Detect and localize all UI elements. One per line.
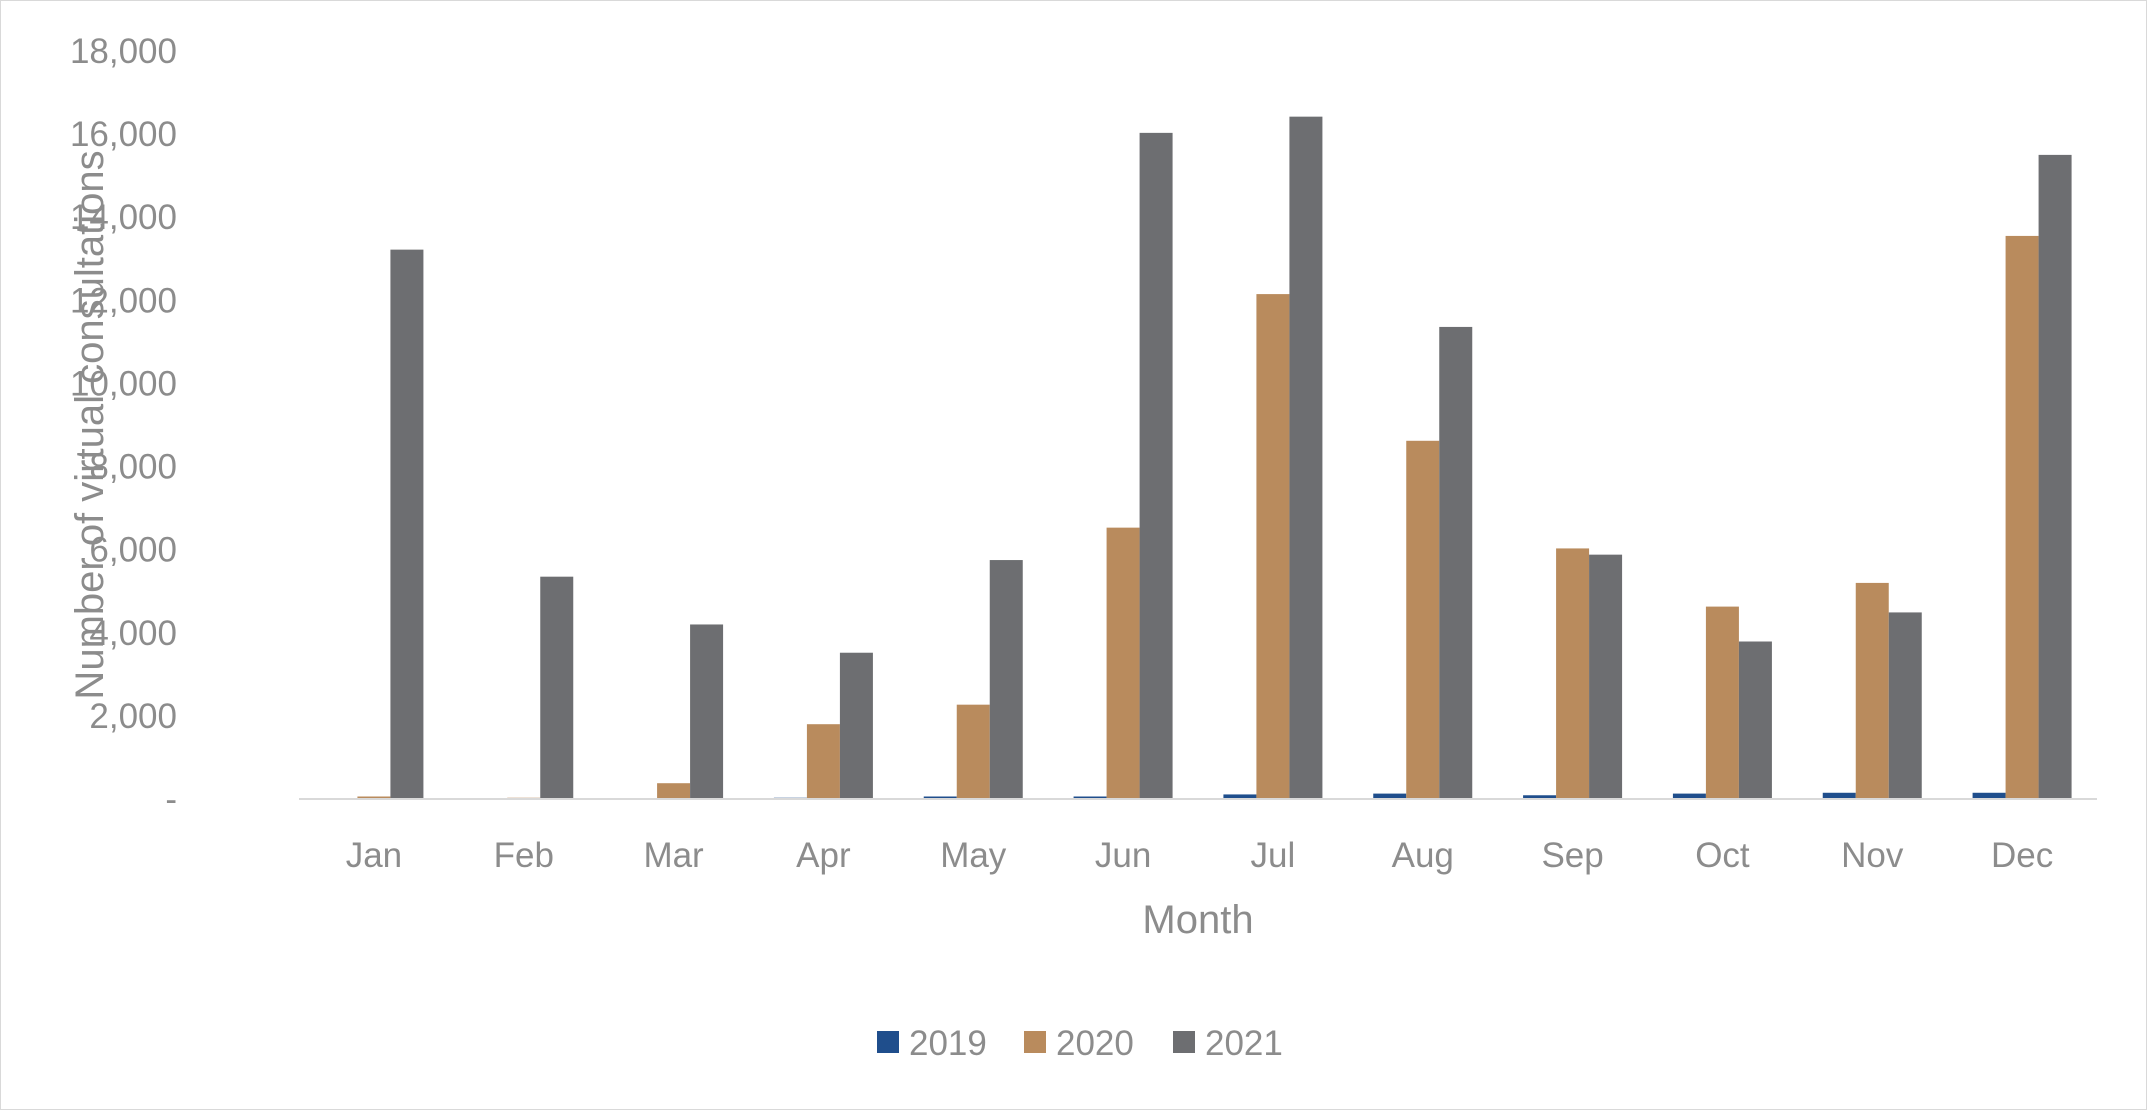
legend-item-2021: 2021 (1173, 1024, 1283, 1063)
legend-label: 2021 (1205, 1024, 1283, 1063)
bar-2021-dec (2038, 154, 2072, 799)
bar-2019-jul (1223, 794, 1257, 799)
y-tick-label: 18,000 (70, 32, 177, 71)
bar-2020-dec (2005, 235, 2039, 799)
x-tick-label: Jun (1095, 836, 1151, 875)
bar-2019-sep (1523, 795, 1557, 799)
bar-2019-dec (1972, 792, 2006, 799)
y-tick-label: 10,000 (70, 364, 177, 403)
bars (357, 116, 2072, 799)
bar-2020-sep (1556, 548, 1590, 799)
x-tick-label: Nov (1841, 836, 1904, 875)
x-axis-title: Month (1142, 898, 1253, 942)
x-tick-label: Apr (796, 836, 851, 875)
y-tick-label: 12,000 (70, 281, 177, 320)
legend-item-2019: 2019 (877, 1024, 987, 1063)
bar-2020-jan (357, 796, 391, 799)
x-tick-label: Jan (346, 836, 402, 875)
bar-2021-apr (839, 652, 873, 799)
y-tick-label: 4,000 (89, 614, 177, 653)
x-axis-ticks: Jan Feb Mar Apr May Jun Jul Aug Sep Oct Nov Dec (346, 836, 2054, 875)
x-tick-label: Dec (1991, 836, 2053, 875)
bar-2020-jul (1256, 294, 1290, 799)
y-tick-label: 6,000 (89, 531, 177, 570)
bar-2020-apr (806, 724, 840, 799)
bar-2020-aug (1406, 440, 1440, 799)
legend-label: 2019 (909, 1024, 987, 1063)
bar-2021-sep (1589, 554, 1623, 799)
bar-2021-jul (1289, 116, 1323, 799)
bar-2020-oct (1705, 606, 1739, 799)
bar-2021-feb (540, 576, 574, 799)
legend-swatch (1173, 1031, 1195, 1053)
bar-2019-oct (1672, 793, 1706, 799)
legend-swatch (877, 1031, 899, 1053)
y-tick-label: 2,000 (89, 697, 177, 736)
legend-label: 2020 (1056, 1024, 1134, 1063)
bar-2019-jun (1073, 796, 1107, 799)
bar-2021-nov (1888, 612, 1922, 799)
bar-2020-jun (1106, 527, 1140, 799)
x-tick-label: Sep (1541, 836, 1603, 875)
bar-2021-jun (1139, 132, 1173, 799)
y-axis-title: Number of virtual consultations (68, 150, 112, 699)
y-tick-label: 16,000 (70, 115, 177, 154)
bar-2021-may (989, 560, 1023, 799)
legend-item-2020: 2020 (1024, 1024, 1134, 1063)
x-tick-label: May (940, 836, 1007, 875)
y-tick-label: 14,000 (70, 198, 177, 237)
x-tick-label: Aug (1392, 836, 1454, 875)
bar-2020-nov (1855, 582, 1889, 799)
x-tick-label: Oct (1695, 836, 1750, 875)
bar-2021-mar (690, 624, 724, 799)
bar-2019-aug (1373, 793, 1407, 799)
bar-2020-mar (657, 783, 691, 799)
x-tick-label: Jul (1251, 836, 1296, 875)
legend-swatch (1024, 1031, 1046, 1053)
bar-2021-aug (1439, 326, 1473, 799)
bar-2020-may (956, 704, 990, 799)
bar-2019-nov (1822, 792, 1856, 799)
y-tick-label: 8,000 (89, 448, 177, 487)
bar-2019-may (923, 796, 957, 799)
bar-2021-oct (1738, 641, 1772, 799)
bar-2021-jan (390, 249, 424, 799)
x-tick-label: Feb (494, 836, 554, 875)
x-tick-label: Mar (643, 836, 704, 875)
y-tick-label: - (165, 780, 177, 819)
y-axis-ticks: - 2,000 4,000 6,000 8,000 10,000 12,000 14,000 1… (70, 32, 177, 819)
legend: 2019 2020 2021 (877, 1024, 1283, 1063)
